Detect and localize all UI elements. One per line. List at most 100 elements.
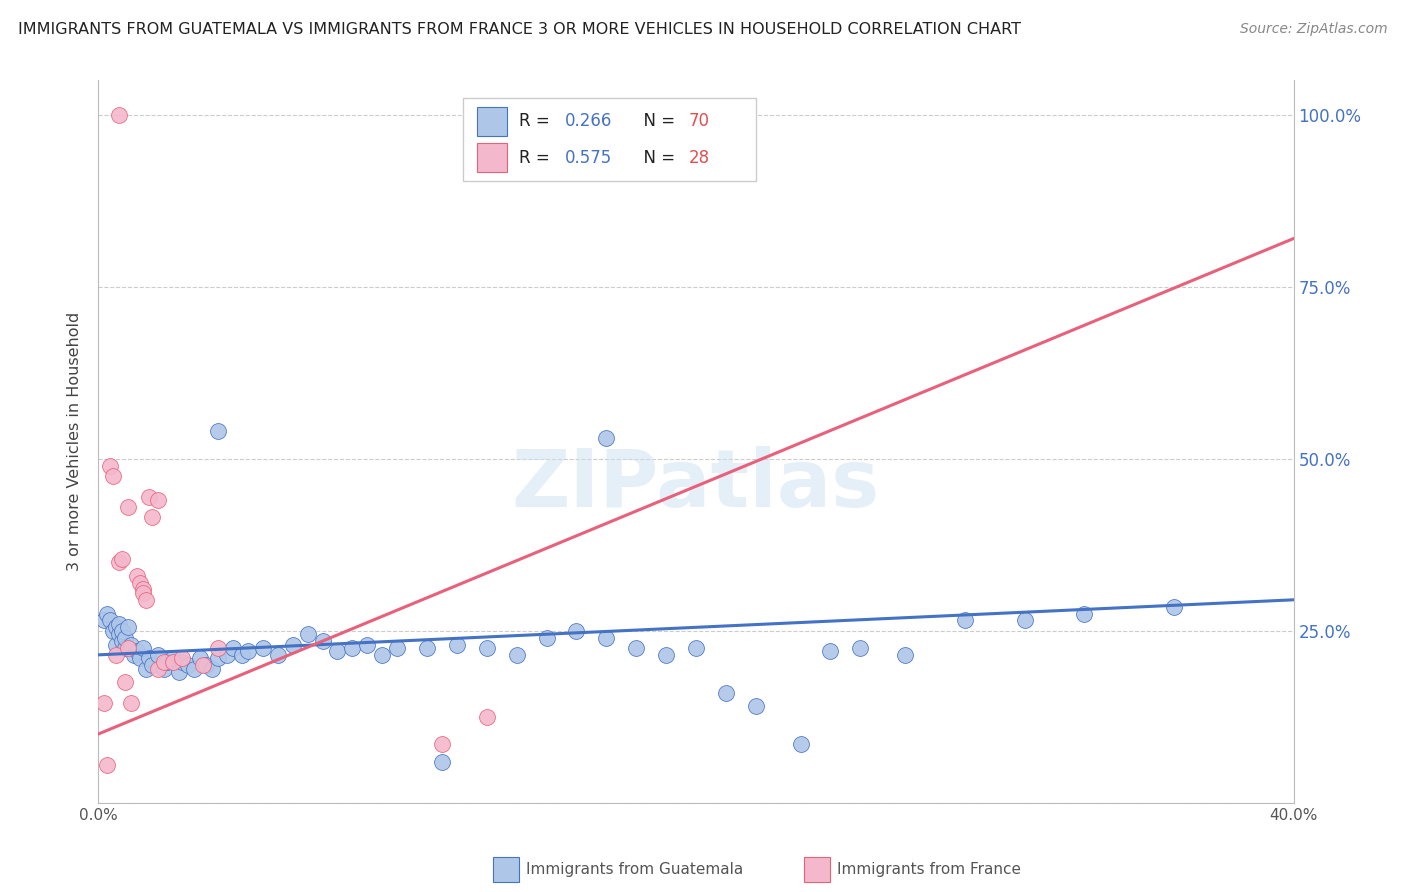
Point: [215, 648, 238, 662]
Point: [135, 662, 157, 676]
Point: [326, 644, 349, 658]
Point: [745, 699, 768, 714]
Point: [446, 638, 468, 652]
Point: [342, 640, 364, 655]
Point: [124, 648, 146, 662]
Point: [789, 737, 811, 751]
Point: [430, 755, 453, 769]
Point: [114, 631, 136, 645]
Point: [1014, 614, 1036, 628]
Point: [172, 651, 194, 665]
Text: R =: R =: [519, 149, 555, 167]
Point: [267, 648, 290, 662]
Point: [297, 627, 319, 641]
Point: [162, 655, 184, 669]
Point: [93, 614, 115, 628]
Point: [371, 648, 394, 662]
Point: [156, 655, 179, 669]
Point: [565, 624, 588, 638]
Point: [117, 640, 139, 655]
Point: [141, 510, 163, 524]
FancyBboxPatch shape: [463, 98, 756, 181]
Point: [207, 651, 229, 665]
Point: [195, 658, 218, 673]
Point: [117, 500, 139, 514]
Point: [141, 658, 163, 673]
Point: [953, 614, 976, 628]
Point: [252, 640, 274, 655]
Point: [96, 607, 118, 621]
Point: [129, 575, 152, 590]
Point: [93, 696, 115, 710]
Point: [222, 640, 245, 655]
Y-axis label: 3 or more Vehicles in Household: 3 or more Vehicles in Household: [67, 312, 83, 571]
Text: 70: 70: [689, 112, 710, 130]
Point: [231, 648, 253, 662]
Point: [98, 614, 122, 628]
Point: [506, 648, 529, 662]
Point: [626, 640, 648, 655]
Point: [1073, 607, 1095, 621]
Point: [103, 469, 125, 483]
Text: Source: ZipAtlas.com: Source: ZipAtlas.com: [1240, 22, 1388, 37]
Point: [132, 586, 155, 600]
Point: [108, 555, 131, 569]
Point: [172, 655, 194, 669]
Point: [201, 662, 224, 676]
Point: [311, 634, 333, 648]
Point: [135, 592, 157, 607]
Point: [138, 490, 160, 504]
Point: [105, 648, 128, 662]
Point: [188, 651, 211, 665]
Point: [356, 638, 378, 652]
Point: [103, 624, 125, 638]
Point: [127, 644, 149, 658]
Point: [475, 710, 498, 724]
Point: [177, 658, 200, 673]
Text: 0.266: 0.266: [565, 112, 612, 130]
Text: 0.575: 0.575: [565, 149, 612, 167]
Bar: [477, 143, 508, 172]
Point: [536, 631, 558, 645]
Point: [595, 631, 617, 645]
Text: Immigrants from Guatemala: Immigrants from Guatemala: [526, 863, 744, 878]
Point: [191, 658, 214, 673]
Point: [117, 620, 139, 634]
Point: [108, 616, 131, 631]
Point: [281, 638, 304, 652]
Point: [153, 655, 176, 669]
Point: [148, 493, 170, 508]
Point: [138, 651, 160, 665]
Point: [111, 624, 134, 638]
Point: [127, 568, 149, 582]
Point: [148, 648, 170, 662]
Point: [207, 424, 229, 438]
Point: [98, 458, 122, 473]
Text: Immigrants from France: Immigrants from France: [837, 863, 1021, 878]
Point: [148, 662, 170, 676]
Text: ZIPatlas: ZIPatlas: [512, 446, 880, 524]
Text: 28: 28: [689, 149, 710, 167]
Bar: [477, 107, 508, 136]
Point: [894, 648, 917, 662]
Point: [430, 737, 453, 751]
Point: [129, 651, 152, 665]
Point: [132, 640, 155, 655]
Text: R =: R =: [519, 112, 555, 130]
Point: [132, 582, 155, 597]
Point: [108, 108, 131, 122]
Point: [108, 627, 131, 641]
Text: N =: N =: [633, 112, 681, 130]
Point: [820, 644, 842, 658]
Point: [416, 640, 439, 655]
Point: [153, 662, 176, 676]
Point: [385, 640, 409, 655]
Point: [111, 634, 134, 648]
Point: [162, 651, 184, 665]
Point: [111, 551, 134, 566]
Point: [849, 640, 872, 655]
Bar: [494, 857, 519, 882]
Point: [105, 638, 128, 652]
Point: [714, 686, 737, 700]
Point: [105, 620, 128, 634]
